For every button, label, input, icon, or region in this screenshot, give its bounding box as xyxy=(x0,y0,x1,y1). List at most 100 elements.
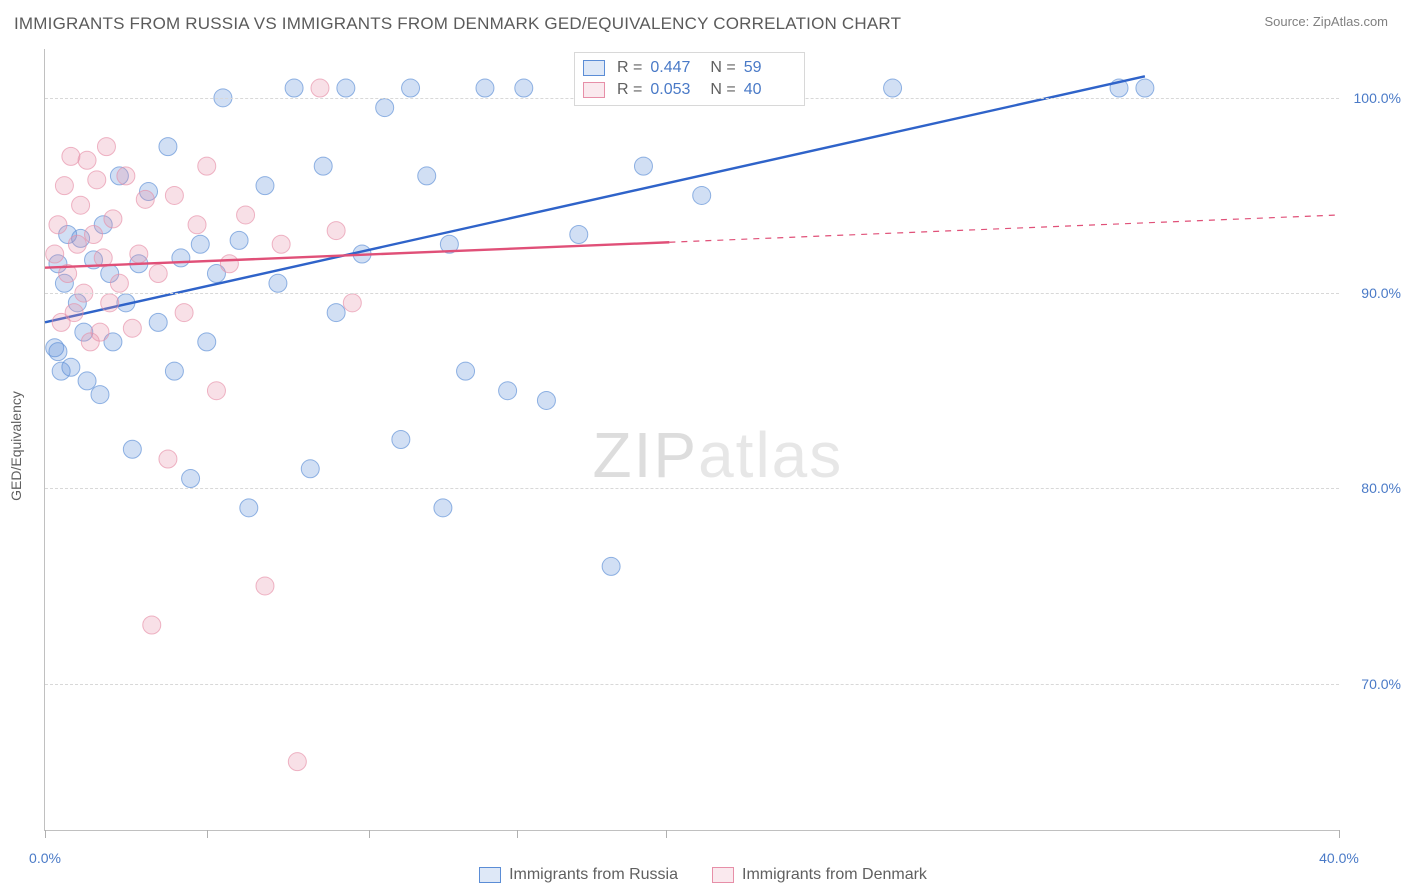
data-point-russia xyxy=(301,460,319,478)
data-point-denmark xyxy=(327,222,345,240)
data-point-denmark xyxy=(256,577,274,595)
data-point-denmark xyxy=(143,616,161,634)
data-point-denmark xyxy=(149,265,167,283)
data-point-denmark xyxy=(49,216,67,234)
data-point-russia xyxy=(376,99,394,117)
data-point-russia xyxy=(165,362,183,380)
legend-swatch xyxy=(583,60,605,76)
data-point-russia xyxy=(602,557,620,575)
data-point-denmark xyxy=(46,245,64,263)
plot-area: ZIPatlas 70.0%80.0%90.0%100.0%0.0%40.0% xyxy=(44,49,1339,831)
data-point-russia xyxy=(884,79,902,97)
data-point-denmark xyxy=(175,304,193,322)
x-tick xyxy=(666,830,667,838)
data-point-russia xyxy=(476,79,494,97)
data-point-denmark xyxy=(117,167,135,185)
data-point-denmark xyxy=(136,190,154,208)
y-tick-label: 90.0% xyxy=(1361,285,1401,301)
data-point-russia xyxy=(515,79,533,97)
x-tick xyxy=(207,830,208,838)
r-label: R = xyxy=(617,79,642,101)
legend-label: Immigrants from Denmark xyxy=(742,866,927,884)
data-point-russia xyxy=(78,372,96,390)
legend-swatch xyxy=(712,867,734,883)
data-point-denmark xyxy=(343,294,361,312)
data-point-denmark xyxy=(288,753,306,771)
data-point-russia xyxy=(327,304,345,322)
data-point-denmark xyxy=(91,323,109,341)
y-tick-label: 70.0% xyxy=(1361,676,1401,692)
data-point-denmark xyxy=(88,171,106,189)
data-point-denmark xyxy=(198,157,216,175)
x-tick xyxy=(369,830,370,838)
data-point-denmark xyxy=(311,79,329,97)
plot-svg xyxy=(45,49,1339,830)
legend-series: Immigrants from Russia Immigrants from De… xyxy=(0,866,1406,884)
r-value: 0.053 xyxy=(650,79,698,101)
legend-swatch xyxy=(583,82,605,98)
legend-stats-row-russia: R =0.447N =59 xyxy=(583,57,792,79)
gridline xyxy=(45,684,1339,685)
data-point-denmark xyxy=(104,210,122,228)
data-point-russia xyxy=(418,167,436,185)
legend-item-russia: Immigrants from Russia xyxy=(479,866,678,884)
data-point-denmark xyxy=(165,186,183,204)
data-point-denmark xyxy=(101,294,119,312)
n-label: N = xyxy=(710,79,735,101)
data-point-denmark xyxy=(110,274,128,292)
source-label: Source: ZipAtlas.com xyxy=(1264,14,1388,29)
data-point-russia xyxy=(149,313,167,331)
data-point-russia xyxy=(256,177,274,195)
data-point-denmark xyxy=(72,196,90,214)
legend-stats: R =0.447N =59R =0.053N =40 xyxy=(574,52,805,106)
chart-title: IMMIGRANTS FROM RUSSIA VS IMMIGRANTS FRO… xyxy=(14,14,901,34)
data-point-denmark xyxy=(78,151,96,169)
data-point-russia xyxy=(499,382,517,400)
data-point-russia xyxy=(91,386,109,404)
data-point-denmark xyxy=(237,206,255,224)
legend-label: Immigrants from Russia xyxy=(509,866,678,884)
x-tick-label: 40.0% xyxy=(1319,850,1359,866)
data-point-russia xyxy=(457,362,475,380)
y-tick-label: 100.0% xyxy=(1354,90,1401,106)
data-point-denmark xyxy=(159,450,177,468)
legend-stats-row-denmark: R = 0.053 N = 40 xyxy=(583,79,792,101)
gridline xyxy=(45,488,1339,489)
gridline xyxy=(45,293,1339,294)
data-point-russia xyxy=(285,79,303,97)
data-point-denmark xyxy=(123,319,141,337)
data-point-russia xyxy=(434,499,452,517)
data-point-russia xyxy=(402,79,420,97)
data-point-russia xyxy=(62,358,80,376)
data-point-russia xyxy=(269,274,287,292)
data-point-denmark xyxy=(207,382,225,400)
y-tick-label: 80.0% xyxy=(1361,480,1401,496)
r-label: R = xyxy=(617,57,642,79)
trend-line-dashed-denmark xyxy=(669,215,1339,242)
data-point-denmark xyxy=(85,225,103,243)
data-point-russia xyxy=(123,440,141,458)
data-point-russia xyxy=(191,235,209,253)
chart-container: IMMIGRANTS FROM RUSSIA VS IMMIGRANTS FRO… xyxy=(0,0,1406,892)
data-point-denmark xyxy=(188,216,206,234)
data-point-russia xyxy=(570,225,588,243)
data-point-russia xyxy=(1136,79,1154,97)
data-point-russia xyxy=(693,186,711,204)
y-axis-label: GED/Equivalency xyxy=(8,391,24,501)
n-value: 40 xyxy=(744,79,792,101)
data-point-russia xyxy=(159,138,177,156)
data-point-russia xyxy=(49,343,67,361)
data-point-denmark xyxy=(68,235,86,253)
data-point-russia xyxy=(314,157,332,175)
data-point-denmark xyxy=(65,304,83,322)
n-label: N = xyxy=(710,57,735,79)
legend-swatch xyxy=(479,867,501,883)
legend-item-denmark: Immigrants from Denmark xyxy=(712,866,927,884)
n-value: 59 xyxy=(744,57,792,79)
data-point-denmark xyxy=(62,147,80,165)
data-point-russia xyxy=(182,470,200,488)
x-tick xyxy=(1339,830,1340,838)
data-point-russia xyxy=(198,333,216,351)
data-point-russia xyxy=(537,391,555,409)
x-tick xyxy=(45,830,46,838)
